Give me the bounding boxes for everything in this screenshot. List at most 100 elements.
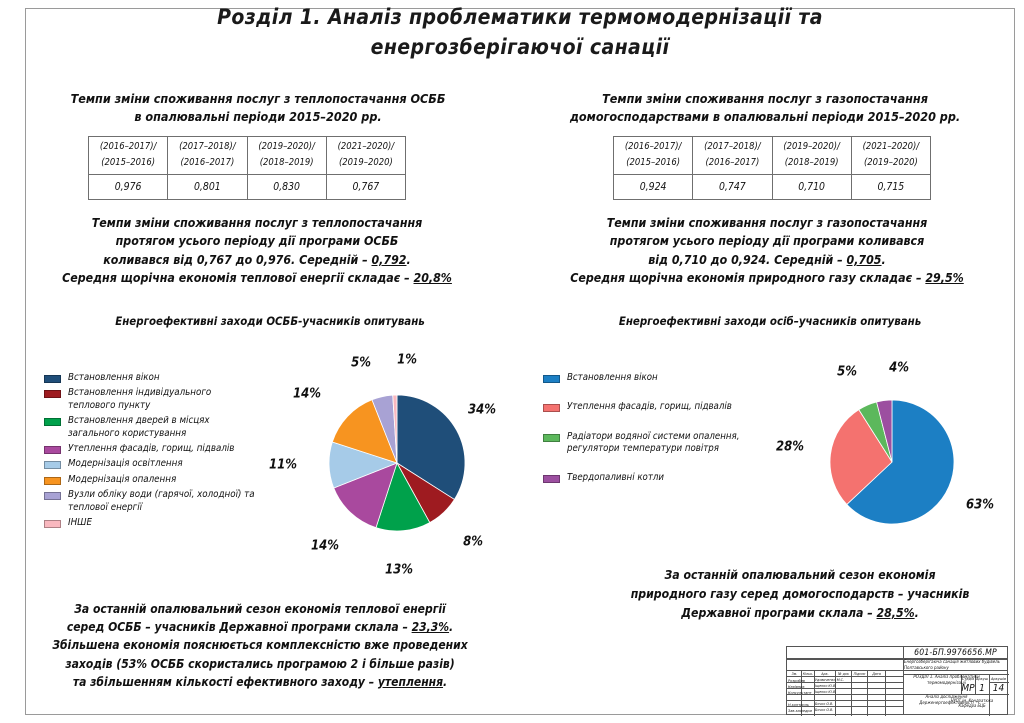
right-summary-line2: протягом усього періоду дії програми кол… (609, 234, 925, 249)
table-header-cell: (2016–2017)/ (2015–2016) (87, 136, 169, 175)
legend-swatch-icon (44, 476, 61, 485)
legend-item: Утеплення фасадів, горищ, підвалів (543, 401, 748, 413)
legend-label: Встановлення дверей в місцях загального … (68, 415, 210, 439)
left-conclusion-line4: заходів (53% ОСББ скористались програмою… (65, 656, 455, 671)
right-summary-line1: Темпи зміни споживання послуг з газопост… (606, 216, 928, 230)
col-header-qty: Кільк. (802, 671, 814, 676)
row-role-1: Керівник (788, 683, 805, 689)
pie-slice (331, 399, 398, 464)
pie-label-5: 5% (351, 355, 371, 371)
pie-label-34: 34% (468, 402, 496, 418)
legend-label: Твердопаливні котли (567, 472, 664, 484)
left-summary-line4: Середня щорічна економія теплової енергі… (62, 271, 452, 286)
legend-swatch-icon (44, 418, 61, 427)
right-table-title-line2: домогосподарствами в опалювальні періоди… (569, 108, 961, 124)
title-block-code: 601-БП.9976656.МР (914, 648, 997, 658)
legend-swatch-icon (44, 520, 61, 529)
left-data-table: (2016–2017)/ (2015–2016) (2017–2018)/ (2… (87, 136, 407, 201)
left-table-title: Темпи зміни споживання послуг з теплопос… (38, 90, 478, 126)
legend-swatch-icon (44, 461, 61, 470)
pie-label-5r: 5% (837, 364, 857, 380)
table-header-cell: (2021–2020)/ (2019–2020) (325, 136, 407, 175)
legend-label: Вузли обліку води (гарячої, холодної) та… (68, 489, 255, 513)
row-name-1: Іщенко Ю.В. (815, 683, 837, 688)
row-role-2: Консультант (788, 689, 812, 695)
table-row: (2016–2017)/ (2015–2016) (2017–2018)/ (2… (87, 136, 407, 175)
table-value-cell: 0,710 (771, 173, 852, 201)
title-block-object: Енергозберігаюча санація житлових будіве… (904, 660, 1000, 671)
legend-label: Модернізація освітлення (68, 458, 183, 470)
pie-slice (333, 462, 398, 529)
right-data-table: (2016–2017)/ (2015–2016) (2017–2018)/ (2… (612, 136, 932, 201)
left-conclusion-text: За останній опалювальний сезон економія … (24, 600, 496, 691)
left-key-measure: утеплення (377, 674, 444, 689)
table-header-cell: (2016–2017)/ (2015–2016) (612, 136, 694, 175)
legend-label: ІНШЕ (68, 517, 92, 529)
right-conclusion-text: За останній опалювальний сезон економія … (600, 566, 1000, 623)
page-title: Розділ 1. Аналіз проблематики термомодер… (180, 2, 860, 63)
legend-item: Твердопаливні котли (543, 472, 748, 484)
legend-item: Вузли обліку води (гарячої, холодної) та… (44, 489, 259, 514)
left-pie-svg (328, 394, 466, 532)
legend-label: Утеплення фасадів, горищ, підвалів (567, 401, 732, 413)
sheets-label: Аркушів (990, 676, 1007, 681)
pie-label-8: 8% (463, 534, 483, 550)
right-summary-line3: від 0,710 до 0,924. Середній – 0,705. (648, 252, 886, 267)
pie-label-63: 63% (966, 497, 994, 513)
pie-label-14a: 14% (293, 386, 321, 402)
right-chart-title: Енергоефективні заходи осіб–учасників оп… (618, 314, 922, 328)
sheets-value: 14 (992, 683, 1005, 694)
legend-item: Встановлення дверей в місцях загального … (44, 415, 259, 440)
legend-label: Радіатори водяної системи опалення, регу… (567, 430, 740, 454)
pie-slice (375, 461, 431, 532)
left-table-title-line2: в опалювальні періоди 2015–2020 рр. (134, 108, 382, 124)
left-table-title-line1: Темпи зміни споживання послуг з теплопос… (70, 91, 446, 106)
left-summary-line1: Темпи зміни споживання послуг з теплопос… (91, 216, 423, 230)
sheet-label: Аркуш (975, 676, 988, 681)
table-header-cell: (2021–2020)/ (2019–2020) (850, 136, 932, 175)
pie-slice (846, 399, 955, 525)
right-table-title: Темпи зміни споживання послуг з газопост… (530, 90, 1000, 126)
table-value-cell: 0,924 (612, 173, 694, 201)
left-conclusion-line5: та збільшенням кількості ефективного зах… (72, 674, 448, 689)
table-value-cell: 0,830 (246, 173, 327, 201)
row-name-2: Іщенко Ю.В. (815, 689, 837, 694)
table-row: (2016–2017)/ (2015–2016) (2017–2018)/ (2… (612, 136, 932, 175)
col-header-date: Дата (872, 671, 881, 676)
left-pie-chart: 34% 8% 13% 14% 11% 14% 5% 1% (269, 350, 520, 580)
table-value-cell: 0,976 (87, 173, 169, 201)
table-row: 0,976 0,801 0,830 0,767 (87, 173, 407, 201)
legend-label: Встановлення індивідуального теплового п… (68, 387, 212, 411)
legend-swatch-icon (543, 433, 560, 442)
legend-item: Модернізація опалення (44, 474, 259, 486)
legend-label: Встановлення вікон (68, 372, 160, 383)
title-block-section2: Аналіз дослідження Держенергоефективност… (919, 695, 974, 706)
right-pie-chart: 63% 28% 5% 4% (776, 361, 1000, 560)
right-chart-legend: Встановлення вікон Утеплення фасадів, го… (543, 372, 748, 501)
pie-label-14b: 14% (311, 538, 339, 554)
table-value-cell: 0,747 (692, 173, 773, 201)
col-header-doc: № док (838, 671, 849, 676)
right-summary-line4: Середня щорічна економія природного газу… (570, 271, 964, 286)
title-block-organization: НУПТ ім. Кондратюка Кафедра БЦБ (950, 698, 994, 709)
right-saving-percent: 29,5% (925, 271, 964, 286)
legend-swatch-icon (44, 492, 61, 501)
pie-slice (392, 394, 398, 464)
pie-label-13: 13% (385, 562, 413, 578)
col-header-sign: Підпис (853, 671, 866, 676)
left-summary-line3: коливався від 0,767 до 0,976. Середній –… (103, 252, 411, 267)
table-header-cell: (2019–2020)/ (2018–2019) (771, 136, 852, 175)
right-conclusion-line1: За останній опалювальний сезон економія (664, 568, 936, 582)
legend-item: Встановлення вікон (543, 372, 748, 384)
row-role-3: Н.контроль (788, 701, 809, 707)
stage-value: МР (961, 683, 975, 694)
pie-label-4r: 4% (889, 360, 909, 376)
legend-item: Утеплення фасадів, горищ, підвалів (44, 443, 259, 455)
legend-swatch-icon (543, 475, 560, 484)
right-conclusion-line2: природного газу серед домогосподарств – … (630, 586, 970, 601)
title-block-section: РОЗДІЛ 1. Аналіз проблематики термомодер… (913, 675, 980, 686)
table-row: 0,924 0,747 0,710 0,715 (612, 173, 932, 201)
legend-item: Встановлення індивідуального теплового п… (44, 387, 259, 412)
legend-swatch-icon (543, 375, 560, 383)
page-title-line2: енергозберігаючої санації (370, 35, 670, 60)
